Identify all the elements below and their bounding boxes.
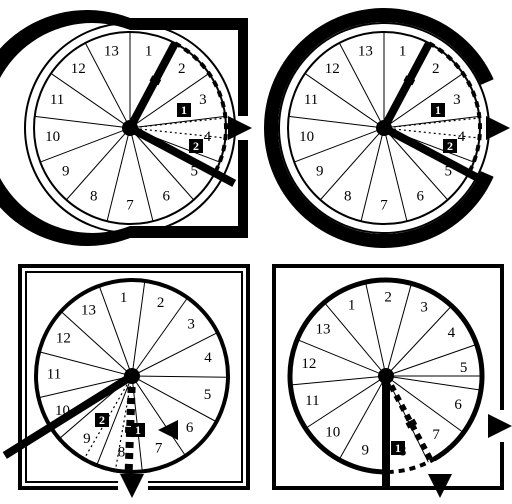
sector-number: 8	[118, 445, 126, 461]
sector-number: 11	[305, 393, 319, 409]
wheel: 1234567891011121312	[25, 23, 235, 233]
sector-number: 8	[344, 189, 352, 205]
sector-number: 1	[348, 297, 356, 313]
sector-number: 11	[50, 92, 64, 108]
sector-number: 13	[358, 44, 373, 60]
sector-number: 1	[399, 44, 407, 60]
sector-number: 5	[460, 360, 468, 376]
sector-number: 10	[325, 424, 340, 440]
pointer	[130, 128, 234, 183]
sector-number: 2	[157, 295, 165, 311]
sector-number: 7	[155, 441, 163, 457]
sector-number: 6	[162, 189, 170, 205]
wheel: 123456789101112131	[290, 280, 482, 486]
sector-number: 2	[178, 61, 186, 77]
marker-label: 1	[435, 103, 441, 117]
marker-label: 1	[181, 103, 187, 117]
marker-label: 1	[395, 441, 401, 455]
sector-number: 3	[420, 299, 428, 315]
sector-number: 9	[62, 164, 70, 180]
sector-number: 9	[316, 164, 324, 180]
pointer	[5, 376, 132, 455]
sector-number: 3	[453, 92, 461, 108]
sector-number: 1	[120, 290, 128, 306]
sector-number: 1	[145, 44, 153, 60]
wheel: 1234567891011121321	[5, 280, 228, 486]
sector-number: 12	[301, 356, 316, 372]
sector-number: 7	[432, 427, 440, 443]
sector-number: 7	[380, 197, 388, 213]
sector-number: 12	[325, 61, 340, 77]
sector-number: 8	[90, 189, 98, 205]
marker-label: 2	[193, 139, 199, 153]
sector-number: 10	[45, 129, 60, 145]
diagram-canvas: 1234567891011121312123456789101112131212…	[0, 0, 512, 504]
pointer	[384, 43, 429, 128]
sector-number: 12	[56, 330, 71, 346]
sector-number: 2	[384, 289, 392, 305]
sector-number: 6	[186, 420, 194, 436]
sector-number: 5	[204, 387, 212, 403]
sector-number: 13	[104, 44, 119, 60]
marker-label: 1	[135, 423, 141, 437]
sector-number: 4	[204, 350, 212, 366]
sector-number: 13	[316, 321, 331, 337]
sector-number: 9	[362, 443, 370, 459]
sector-number: 4	[448, 325, 456, 341]
sector-number: 6	[416, 189, 424, 205]
sector-number: 3	[187, 317, 195, 333]
marker-label: 2	[99, 413, 105, 427]
sector-number: 3	[199, 92, 207, 108]
pointer	[384, 128, 484, 181]
wheel: 1234567891011121312	[279, 23, 489, 233]
sector-number: 7	[126, 197, 134, 213]
marker-label: 2	[447, 139, 453, 153]
sector-number: 13	[81, 303, 96, 319]
sector-number: 9	[83, 431, 91, 447]
sector-number: 11	[47, 366, 61, 382]
sector-number: 11	[304, 92, 318, 108]
pointer	[130, 43, 175, 128]
sector-number: 12	[71, 61, 86, 77]
sector-number: 10	[299, 129, 314, 145]
sector-number: 2	[432, 61, 440, 77]
sector-number: 6	[454, 397, 462, 413]
